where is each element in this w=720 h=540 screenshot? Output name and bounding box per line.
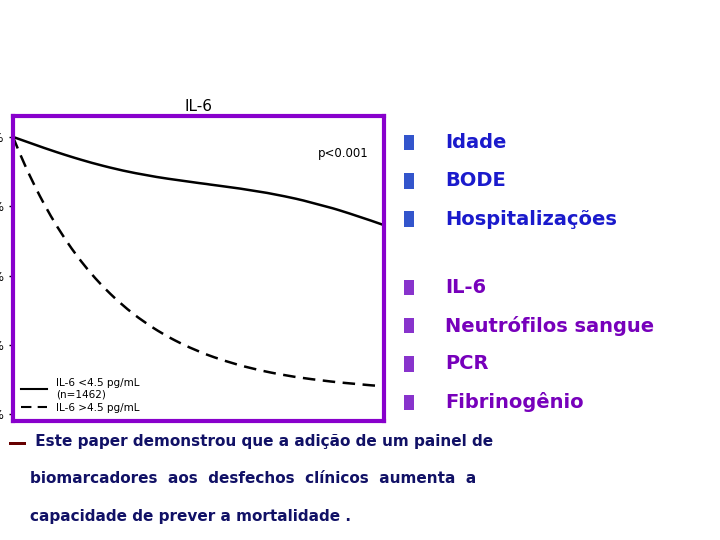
Text: Neutrófilos sangue: Neutrófilos sangue	[446, 316, 654, 336]
Legend: IL-6 <4.5 pg/mL
(n=1462), IL-6 >4.5 pg/mL: IL-6 <4.5 pg/mL (n=1462), IL-6 >4.5 pg/m…	[18, 375, 143, 416]
Text: PCR: PCR	[446, 354, 489, 374]
Text: BODE: BODE	[446, 171, 506, 191]
Bar	[405, 135, 414, 151]
Text: Biomarkers (ECLIPSE): Biomarkers (ECLIPSE)	[181, 77, 539, 105]
Bar	[9, 442, 26, 446]
Bar	[405, 395, 414, 410]
Title: IL-6: IL-6	[184, 98, 212, 113]
Text: p<0.001: p<0.001	[318, 146, 369, 160]
Bar	[405, 280, 414, 295]
Text: Mortalidade vs Inflammatory: Mortalidade vs Inflammatory	[122, 21, 598, 49]
Text: IL-6: IL-6	[446, 278, 487, 297]
Text: biomarcadores  aos  desfechos  clínicos  aumenta  a: biomarcadores aos desfechos clínicos aum…	[30, 471, 477, 485]
Bar	[405, 356, 414, 372]
Text: Fibrinogênio: Fibrinogênio	[446, 392, 584, 412]
Bar	[405, 318, 414, 334]
Text: Hospitalizações: Hospitalizações	[446, 210, 617, 228]
Bar	[405, 212, 414, 227]
Text: capacidade de prever a mortalidade .: capacidade de prever a mortalidade .	[30, 509, 351, 524]
Bar	[405, 173, 414, 188]
Text: Idade: Idade	[446, 133, 507, 152]
Text: Este paper demonstrou que a adição de um painel de: Este paper demonstrou que a adição de um…	[30, 434, 493, 449]
